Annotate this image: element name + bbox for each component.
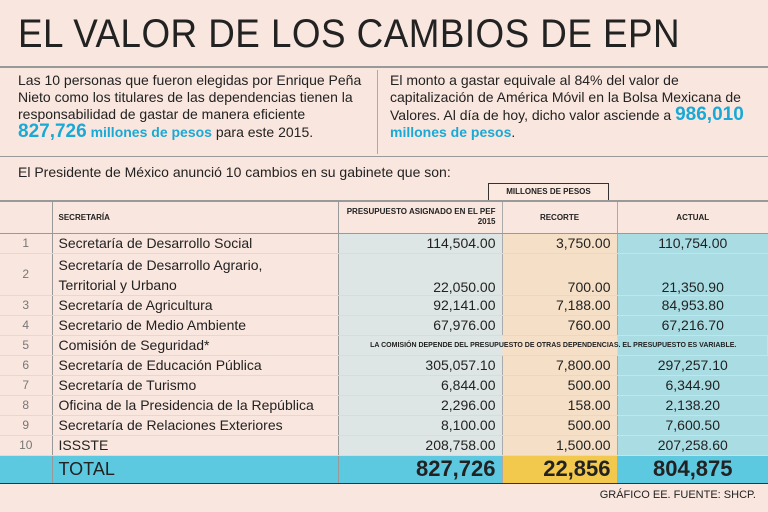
row-note: LA COMISIÓN DEPENDE DEL PRESUPUESTO DE O…: [338, 335, 768, 356]
intro-unit: millones de pesos: [90, 124, 212, 140]
row-actual: 2,138.20: [617, 395, 768, 416]
total-recorte: 22,856: [502, 454, 618, 484]
row-presupuesto: 114,504.00: [338, 233, 503, 254]
row-recorte: 700.00: [502, 253, 618, 296]
row-recorte: 158.00: [502, 395, 618, 416]
header-secretaria: Secretaría: [52, 200, 339, 234]
row-recorte: 7,800.00: [502, 355, 618, 376]
row-secretaria: ISSSTE: [52, 435, 339, 456]
intro-text: El monto a gastar equivale al 84% del va…: [390, 72, 741, 123]
row-presupuesto: 208,758.00: [338, 435, 503, 456]
table-header: Secretaría Presupuesto asignado en el PE…: [0, 200, 768, 234]
row-number: 5: [0, 335, 53, 356]
row-secretaria: Secretaría de Educación Pública: [52, 355, 339, 376]
row-recorte: 1,500.00: [502, 435, 618, 456]
table-row: 9 Secretaría de Relaciones Exteriores 8,10…: [0, 415, 768, 436]
table-row: 8 Oficina de la Presidencia de la Repúbli…: [0, 395, 768, 416]
row-actual: 7,600.50: [617, 415, 768, 436]
page-title: EL VALOR DE LOS CAMBIOS DE EPN: [18, 12, 681, 56]
intro-tail: .: [511, 124, 516, 140]
intro-amount: 827,726: [18, 121, 87, 142]
intro-amount: 986,010: [675, 104, 744, 125]
row-actual: 207,258.60: [617, 435, 768, 456]
row-secretaria: Secretaría de Agricultura: [52, 295, 339, 316]
row-secretaria: Comisión de Seguridad*: [52, 335, 339, 356]
row-number: 4: [0, 315, 53, 336]
intro-right: El monto a gastar equivale al 84% del va…: [390, 72, 750, 141]
header-recorte: Recorte: [502, 200, 618, 234]
row-number: 6: [0, 355, 53, 376]
divider: [0, 156, 768, 157]
table-row: 3 Secretaría de Agricultura 92,141.00 7,188…: [0, 295, 768, 316]
table-row: 7 Secretaría de Turismo 6,844.00 500.00 6,34…: [0, 375, 768, 396]
budget-table: Secretaría Presupuesto asignado en el PE…: [0, 200, 768, 484]
row-number: 8: [0, 395, 53, 416]
unit-label: Millones de pesos: [488, 183, 609, 201]
row-actual: 84,953.80: [617, 295, 768, 316]
header-number: [0, 200, 53, 234]
row-presupuesto: 305,057.10: [338, 355, 503, 376]
row-recorte: 500.00: [502, 415, 618, 436]
table-row: 4 Secretario de Medio Ambiente 67,976.00 76…: [0, 315, 768, 336]
row-recorte: 500.00: [502, 375, 618, 396]
secretaria-line: Secretaría de Desarrollo Agrario,: [58, 256, 263, 273]
header-presupuesto: Presupuesto asignado en el PEF 2015: [338, 200, 503, 234]
intro-unit: millones de pesos: [390, 124, 512, 140]
row-presupuesto: 8,100.00: [338, 415, 503, 436]
row-actual: 110,754.00: [617, 233, 768, 254]
row-presupuesto: 2,296.00: [338, 395, 503, 416]
row-number: 7: [0, 375, 53, 396]
table-row: 1 Secretaría de Desarrollo Social 114,504.…: [0, 233, 768, 254]
row-recorte: 760.00: [502, 315, 618, 336]
row-number: 10: [0, 435, 53, 456]
table-row: 6 Secretaría de Educación Pública 305,057.…: [0, 355, 768, 376]
row-presupuesto: 22,050.00: [338, 253, 503, 296]
row-actual: 297,257.10: [617, 355, 768, 376]
intro-left: Las 10 personas que fueron elegidas por …: [18, 72, 373, 141]
total-number: [0, 454, 53, 484]
table-row: 5 Comisión de Seguridad* LA COMISIÓN DEPEN…: [0, 335, 768, 356]
row-secretaria: Secretario de Medio Ambiente: [52, 315, 339, 336]
table-row: 2 Secretaría de Desarrollo Agrario, Territ…: [0, 253, 768, 296]
divider: [0, 66, 768, 68]
divider: [377, 70, 378, 154]
total-actual: 804,875: [617, 454, 768, 484]
row-presupuesto: 92,141.00: [338, 295, 503, 316]
total-row: TOTAL 827,726 22,856 804,875: [0, 454, 768, 484]
row-recorte: 7,188.00: [502, 295, 618, 316]
row-presupuesto: 67,976.00: [338, 315, 503, 336]
header-actual: Actual: [617, 200, 768, 234]
row-number: 9: [0, 415, 53, 436]
row-recorte: 3,750.00: [502, 233, 618, 254]
row-number: 2: [0, 253, 53, 296]
row-secretaria: Oficina de la Presidencia de la Repúblic…: [52, 395, 339, 416]
row-secretaria: Secretaría de Desarrollo Social: [52, 233, 339, 254]
row-actual: 67,216.70: [617, 315, 768, 336]
row-number: 3: [0, 295, 53, 316]
row-secretaria: Secretaría de Relaciones Exteriores: [52, 415, 339, 436]
row-secretaria: Secretaría de Turismo: [52, 375, 339, 396]
source-footer: GRÁFICO EE. FUENTE: SHCP.: [599, 489, 756, 501]
total-label: TOTAL: [52, 454, 339, 484]
row-number: 1: [0, 233, 53, 254]
row-presupuesto: 6,844.00: [338, 375, 503, 396]
row-actual: 21,350.90: [617, 253, 768, 296]
intro-tail: para este 2015.: [215, 124, 314, 140]
table-row: 10 ISSSTE 208,758.00 1,500.00 207,258.60: [0, 435, 768, 456]
row-secretaria: Secretaría de Desarrollo Agrario, Territo…: [52, 253, 339, 296]
lead-text: El Presidente de México anunció 10 cambi…: [18, 164, 451, 180]
secretaria-line: Territorial y Urbano: [58, 276, 177, 293]
row-actual: 6,344.90: [617, 375, 768, 396]
intro-text: Las 10 personas que fueron elegidas por …: [18, 72, 362, 122]
total-presupuesto: 827,726: [338, 454, 503, 484]
